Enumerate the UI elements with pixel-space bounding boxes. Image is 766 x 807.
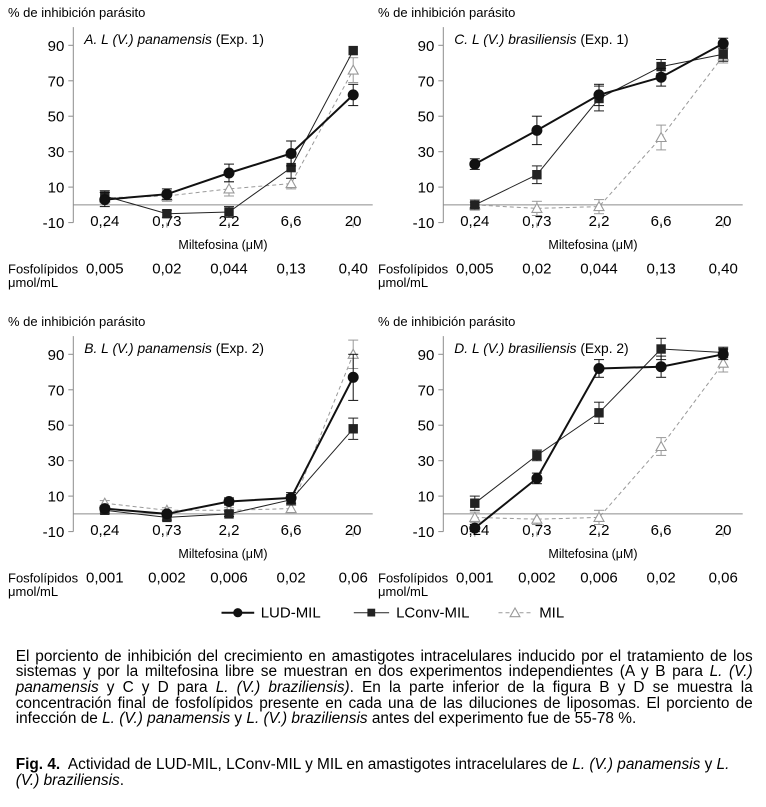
svg-text:0,02: 0,02 (646, 570, 675, 587)
svg-text:Miltefosina (μM): Miltefosina (μM) (548, 238, 637, 252)
svg-text:50: 50 (48, 109, 65, 126)
svg-text:10: 10 (418, 180, 435, 197)
svg-text:MIL: MIL (539, 605, 564, 622)
svg-text:0,02: 0,02 (522, 261, 551, 278)
svg-text:0,006: 0,006 (210, 570, 248, 587)
svg-text:0,24: 0,24 (460, 213, 489, 230)
svg-text:70: 70 (48, 73, 65, 90)
svg-text:0,001: 0,001 (456, 570, 494, 587)
svg-text:μmol/mL: μmol/mL (8, 584, 58, 599)
svg-text:-10: -10 (43, 215, 65, 232)
svg-text:50: 50 (48, 418, 65, 435)
svg-text:90: 90 (48, 347, 65, 364)
svg-text:6,6: 6,6 (281, 213, 302, 230)
svg-text:90: 90 (418, 38, 435, 55)
svg-text:0,044: 0,044 (210, 261, 248, 278)
svg-text:Miltefosina (μM): Miltefosina (μM) (178, 547, 267, 561)
svg-text:0,24: 0,24 (90, 522, 119, 539)
svg-text:70: 70 (418, 382, 435, 399)
svg-text:LConv-MIL: LConv-MIL (396, 605, 469, 622)
svg-text:0,40: 0,40 (709, 261, 738, 278)
svg-text:50: 50 (418, 418, 435, 435)
svg-text:0,044: 0,044 (580, 261, 618, 278)
svg-text:10: 10 (48, 489, 65, 506)
svg-text:2,2: 2,2 (589, 213, 610, 230)
svg-text:% de inhibición parásito: % de inhibición parásito (378, 5, 515, 20)
svg-text:μmol/mL: μmol/mL (8, 275, 58, 290)
svg-text:90: 90 (48, 38, 65, 55)
svg-text:% de inhibición parásito: % de inhibición parásito (378, 314, 515, 329)
svg-text:0,02: 0,02 (276, 570, 305, 587)
svg-text:-10: -10 (413, 215, 435, 232)
svg-text:-10: -10 (413, 524, 435, 541)
svg-text:-10: -10 (43, 524, 65, 541)
svg-text:μmol/mL: μmol/mL (378, 275, 428, 290)
svg-text:50: 50 (418, 109, 435, 126)
svg-text:0,13: 0,13 (276, 261, 305, 278)
svg-text:0,005: 0,005 (86, 261, 124, 278)
svg-text:2,2: 2,2 (219, 522, 240, 539)
svg-text:90: 90 (418, 347, 435, 364)
svg-text:30: 30 (418, 453, 435, 470)
svg-text:0,24: 0,24 (90, 213, 119, 230)
svg-text:Miltefosina (μM): Miltefosina (μM) (178, 238, 267, 252)
svg-text:μmol/mL: μmol/mL (378, 584, 428, 599)
svg-text:A. L (V.) panamensis (Exp. 1): A. L (V.) panamensis (Exp. 1) (83, 32, 264, 47)
svg-text:20: 20 (345, 213, 362, 230)
svg-text:70: 70 (48, 382, 65, 399)
svg-text:% de inhibición parásito: % de inhibición parásito (8, 5, 145, 20)
svg-text:6,6: 6,6 (651, 522, 672, 539)
svg-text:0,001: 0,001 (86, 570, 124, 587)
svg-text:30: 30 (48, 144, 65, 161)
svg-text:D. L (V.) brasiliensis (Exp. 2: D. L (V.) brasiliensis (Exp. 2) (454, 341, 628, 356)
svg-text:0,06: 0,06 (339, 570, 368, 587)
svg-text:0,005: 0,005 (456, 261, 494, 278)
svg-text:0,002: 0,002 (148, 570, 186, 587)
svg-text:0,006: 0,006 (580, 570, 618, 587)
svg-text:30: 30 (418, 144, 435, 161)
svg-text:0,40: 0,40 (339, 261, 368, 278)
svg-text:20: 20 (715, 213, 732, 230)
svg-text:6,6: 6,6 (281, 522, 302, 539)
svg-text:Miltefosina (μM): Miltefosina (μM) (548, 547, 637, 561)
svg-text:30: 30 (48, 453, 65, 470)
svg-text:20: 20 (345, 522, 362, 539)
svg-text:10: 10 (48, 180, 65, 197)
svg-text:6,6: 6,6 (651, 213, 672, 230)
svg-text:C. L (V.) brasiliensis (Exp. 1: C. L (V.) brasiliensis (Exp. 1) (454, 32, 628, 47)
svg-text:B. L (V.) panamensis (Exp. 2): B. L (V.) panamensis (Exp. 2) (84, 341, 264, 356)
svg-text:0,73: 0,73 (152, 522, 181, 539)
svg-text:0,13: 0,13 (646, 261, 675, 278)
svg-text:LUD-MIL: LUD-MIL (261, 605, 321, 622)
svg-text:% de inhibición parásito: % de inhibición parásito (8, 314, 145, 329)
svg-text:70: 70 (418, 73, 435, 90)
svg-text:10: 10 (418, 489, 435, 506)
svg-text:0,02: 0,02 (152, 261, 181, 278)
svg-text:0,002: 0,002 (518, 570, 556, 587)
svg-text:0,06: 0,06 (709, 570, 738, 587)
svg-text:20: 20 (715, 522, 732, 539)
